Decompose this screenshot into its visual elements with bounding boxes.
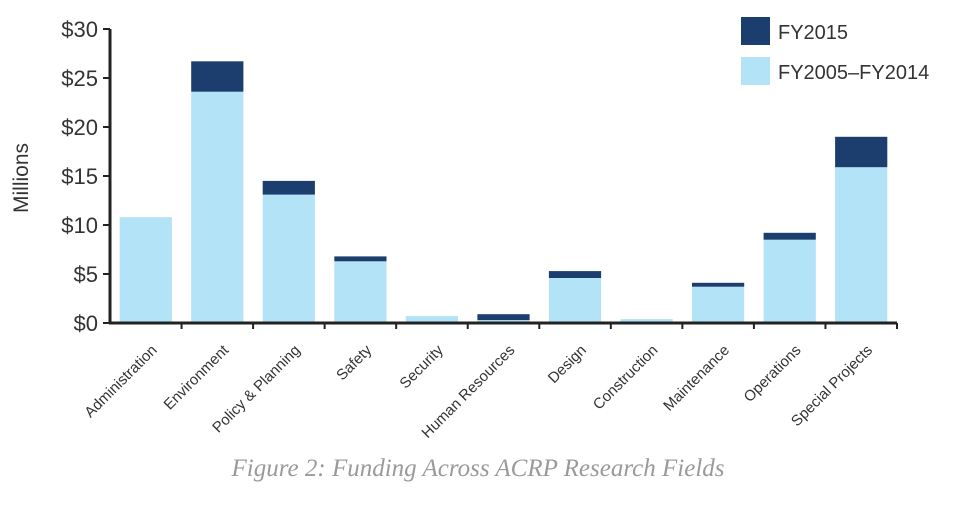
bar-segment [334,261,387,323]
legend-label: FY2015 [778,22,848,44]
x-tick-label: Construction [590,342,662,414]
y-tick-label: $15 [61,164,98,189]
x-tick-label: Operations [741,342,805,406]
y-axis-title: Millions [10,143,33,213]
y-tick-label: $0 [74,311,98,336]
bar-segment [620,319,673,323]
bar-segment [119,217,172,323]
bar-segment [763,232,816,240]
x-tick-label: Security [396,341,447,392]
axes [103,28,898,329]
x-tick-label: Design [545,342,590,387]
legend-label: FY2005–FY2014 [778,62,929,84]
bar-segment [692,286,745,323]
bars [119,61,888,323]
bar-segment [692,282,745,287]
x-tick-label: Environment [161,341,233,413]
x-tick-label: Administration [81,342,160,421]
legend: FY2015 FY2005–FY2014 [741,17,929,85]
bar-segment [763,239,816,323]
bar-segment [191,61,244,92]
bar-segment [835,136,888,168]
legend-swatch [741,17,770,45]
bar-segment [334,256,387,262]
y-tick-label: $20 [61,115,98,140]
y-tick-label: $30 [61,17,98,42]
y-axis-ticks: $0 $5 $10 $15 $20 $25 $30 [61,17,98,336]
bar-segment [262,194,315,323]
x-tick-label: Safety [333,341,375,383]
bar-segment [548,277,602,323]
figure-caption: Figure 2: Funding Across ACRP Research F… [231,455,725,482]
bar-segment [405,316,458,323]
bar-segment [191,91,244,323]
bar-segment [477,314,530,321]
y-tick-label: $5 [74,262,98,287]
legend-swatch [741,57,770,85]
y-tick-label: $25 [61,66,98,91]
bar-segment [262,180,315,195]
y-tick-label: $10 [61,213,98,238]
bar-segment [835,167,888,323]
x-tick-label: Maintenance [660,342,733,415]
y-axis-title-group: Millions [10,143,33,213]
bar-segment [548,271,602,278]
